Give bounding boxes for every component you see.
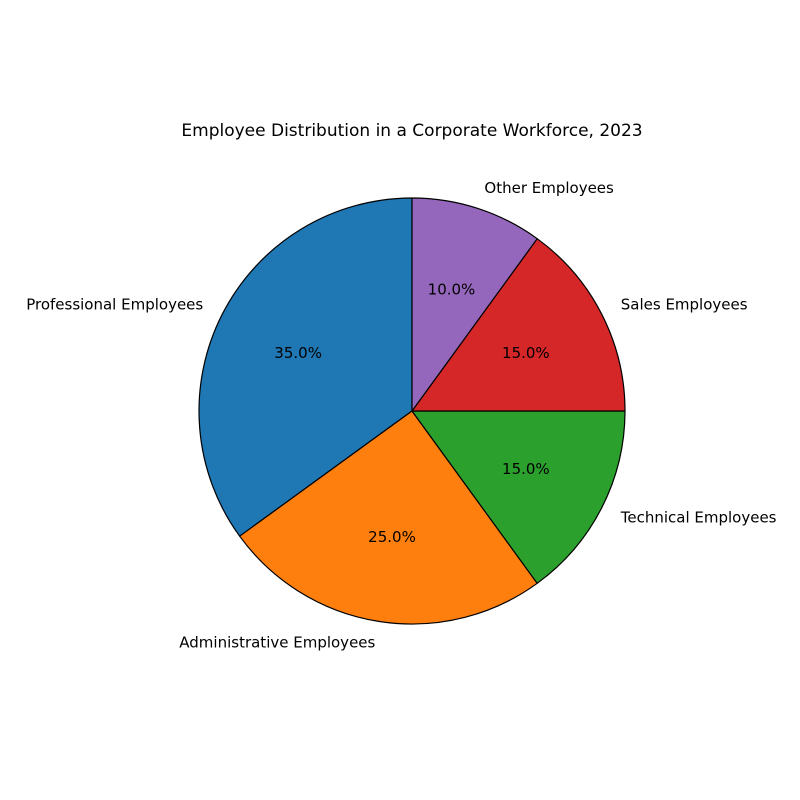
slice-percent-label: 15.0% — [502, 460, 550, 478]
pie-slice-professional-employees — [198, 197, 413, 537]
slice-category-label: Sales Employees — [621, 296, 748, 314]
slice-percent-label: 35.0% — [274, 344, 322, 362]
pie-slice-sales-employees — [411, 238, 626, 412]
slice-percent-label: 25.0% — [368, 528, 416, 546]
pie-slice-administrative-employees — [239, 410, 538, 625]
slice-category-label: Technical Employees — [620, 508, 777, 526]
slice-category-label: Administrative Employees — [179, 633, 375, 651]
pie-slice-other-employees — [411, 197, 538, 412]
slice-category-label: Professional Employees — [26, 296, 203, 314]
slice-percent-label: 15.0% — [502, 344, 550, 362]
slice-category-label: Other Employees — [484, 179, 614, 197]
labels-layer: 35.0% Professional Employees 25.0% Administ… — [26, 179, 776, 651]
slice-percent-label: 10.0% — [428, 280, 476, 298]
chart-title: Employee Distribution in a Corporate Wor… — [181, 121, 642, 141]
slices-layer — [198, 197, 626, 625]
pie-slice-technical-employees — [411, 410, 626, 584]
